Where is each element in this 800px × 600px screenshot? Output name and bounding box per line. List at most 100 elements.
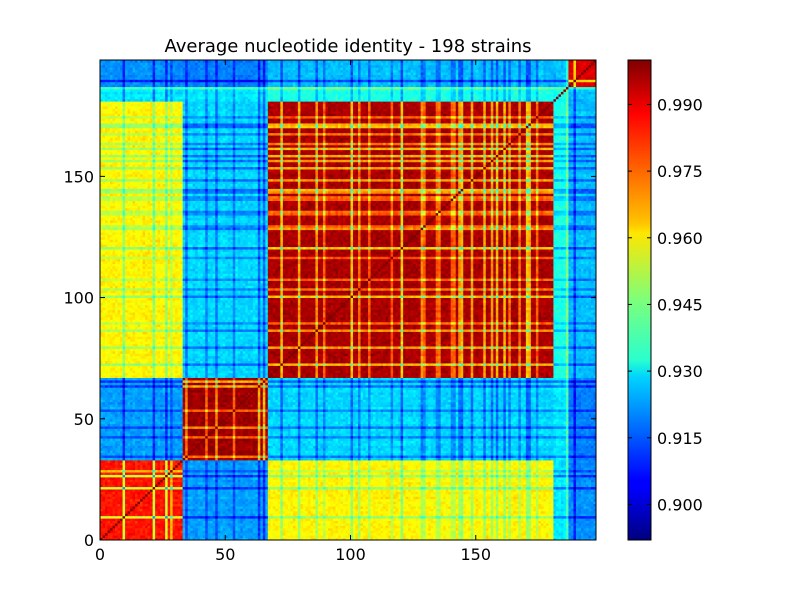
heatmap-cell (303, 518, 306, 521)
heatmap-cell (255, 508, 258, 511)
heatmap-cell (148, 513, 151, 516)
heatmap-cell (441, 511, 444, 514)
heatmap-cell (120, 516, 123, 519)
heatmap-cell (240, 530, 243, 533)
heatmap-cell (466, 535, 469, 538)
heatmap-cell (108, 523, 111, 526)
heatmap-cell (571, 518, 574, 521)
heatmap-cell (223, 518, 226, 521)
heatmap-cell (248, 508, 251, 511)
heatmap-cell (568, 525, 571, 528)
heatmap-cell (280, 518, 283, 521)
heatmap-cell (481, 525, 484, 528)
heatmap-cell (418, 516, 421, 519)
heatmap-cell (406, 535, 409, 538)
heatmap-cell (461, 525, 464, 528)
heatmap-cell (165, 518, 168, 521)
heatmap-cell (103, 511, 106, 514)
heatmap-cell (591, 518, 594, 521)
heatmap-cell (388, 523, 391, 526)
heatmap-cell (325, 523, 328, 526)
heatmap-cell (358, 535, 361, 538)
heatmap-cell (493, 521, 496, 524)
heatmap-cell (513, 533, 516, 536)
heatmap-cell (290, 525, 293, 528)
heatmap-cell (438, 528, 441, 531)
heatmap-cell (340, 533, 343, 536)
heatmap-cell (461, 521, 464, 524)
heatmap-cell (163, 511, 166, 514)
heatmap-cell (258, 535, 261, 538)
heatmap-cell (280, 521, 283, 524)
heatmap-cell (441, 521, 444, 524)
heatmap-cell (456, 508, 459, 511)
heatmap-cell (278, 525, 281, 528)
heatmap-cell (398, 535, 401, 538)
heatmap-cell (315, 511, 318, 514)
heatmap-cell (448, 521, 451, 524)
heatmap-cell (143, 508, 146, 511)
heatmap-cell (456, 535, 459, 538)
heatmap-cell (431, 533, 434, 536)
heatmap-cell (278, 508, 281, 511)
heatmap-cell (275, 525, 278, 528)
heatmap-cell (503, 530, 506, 533)
heatmap-cell (333, 523, 336, 526)
heatmap-cell (398, 523, 401, 526)
heatmap-cell (113, 535, 116, 538)
heatmap-cell (290, 508, 293, 511)
heatmap-cell (368, 523, 371, 526)
heatmap-cell (185, 511, 188, 514)
heatmap-cell (436, 508, 439, 511)
heatmap-cell (180, 523, 183, 526)
heatmap-cell (313, 535, 316, 538)
heatmap-cell (391, 533, 394, 536)
heatmap-cell (473, 511, 476, 514)
heatmap-cell (260, 521, 263, 524)
heatmap-cell (250, 528, 253, 531)
heatmap-cell (213, 530, 216, 533)
heatmap-cell (168, 528, 171, 531)
heatmap-cell (558, 518, 561, 521)
heatmap-cell (493, 528, 496, 531)
heatmap-cell (275, 513, 278, 516)
heatmap-cell (135, 511, 138, 514)
heatmap-cell (220, 518, 223, 521)
heatmap-cell (260, 518, 263, 521)
heatmap-cell (518, 523, 521, 526)
heatmap-cell (200, 533, 203, 536)
heatmap-cell (138, 513, 141, 516)
heatmap-cell (215, 508, 218, 511)
heatmap-cell (556, 533, 559, 536)
heatmap-cell (428, 518, 431, 521)
heatmap-cell (315, 516, 318, 519)
heatmap-cell (478, 511, 481, 514)
heatmap-cell (295, 535, 298, 538)
heatmap-cell (531, 511, 534, 514)
heatmap-cell (143, 525, 146, 528)
heatmap-cell (178, 533, 181, 536)
heatmap-cell (103, 528, 106, 531)
heatmap-cell (228, 511, 231, 514)
heatmap-cell (208, 516, 211, 519)
heatmap-cell (205, 518, 208, 521)
heatmap-cell (398, 516, 401, 519)
heatmap-cell (413, 518, 416, 521)
heatmap-cell (253, 508, 256, 511)
heatmap-cell (556, 508, 559, 511)
heatmap-cell (441, 530, 444, 533)
heatmap-cell (393, 525, 396, 528)
heatmap-cell (220, 516, 223, 519)
heatmap-cell (471, 508, 474, 511)
heatmap-cell (203, 513, 206, 516)
heatmap-cell (506, 525, 509, 528)
heatmap-cell (140, 530, 143, 533)
heatmap-cell (408, 521, 411, 524)
heatmap-cell (153, 535, 156, 538)
heatmap-cell (373, 535, 376, 538)
heatmap-cell (270, 516, 273, 519)
heatmap-cell (466, 521, 469, 524)
heatmap-cell (528, 533, 531, 536)
heatmap-cell (223, 523, 226, 526)
heatmap-cell (145, 533, 148, 536)
